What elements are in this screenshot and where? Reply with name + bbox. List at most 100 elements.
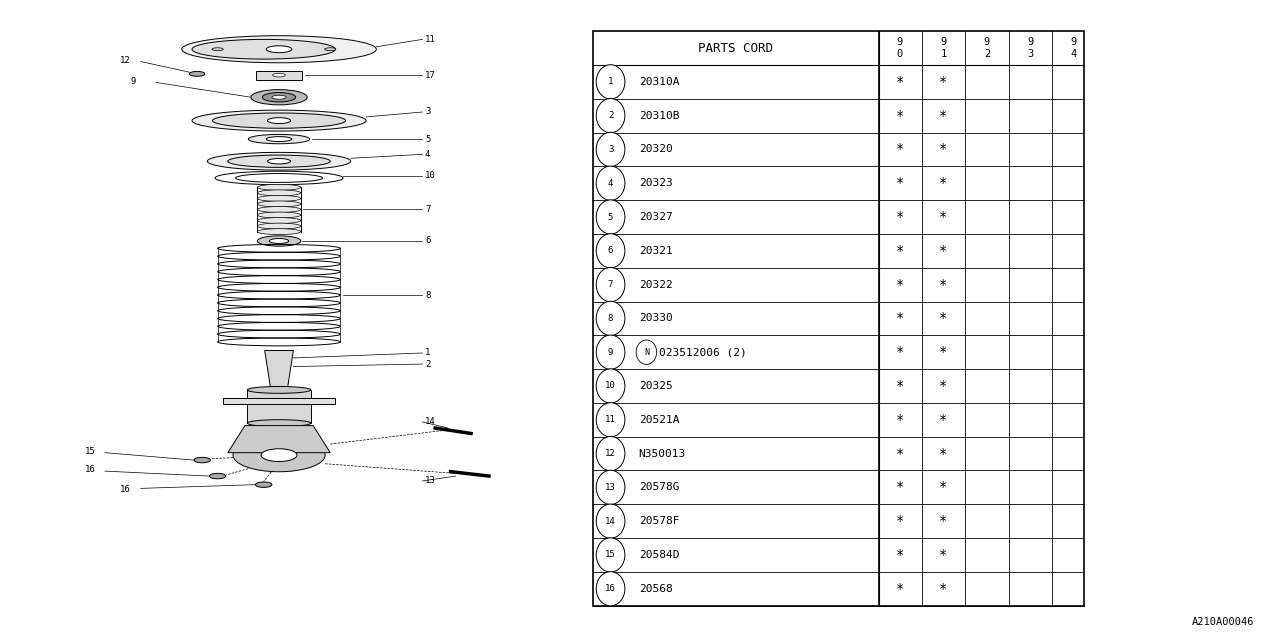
Circle shape bbox=[596, 436, 625, 470]
Text: 4: 4 bbox=[425, 150, 430, 159]
Ellipse shape bbox=[248, 134, 310, 144]
Ellipse shape bbox=[257, 228, 301, 235]
Text: 1: 1 bbox=[425, 349, 430, 358]
Ellipse shape bbox=[212, 48, 223, 51]
Ellipse shape bbox=[247, 420, 311, 427]
Circle shape bbox=[596, 369, 625, 403]
Text: *: * bbox=[896, 447, 904, 461]
Circle shape bbox=[596, 403, 625, 437]
Text: *: * bbox=[940, 109, 947, 123]
Text: *: * bbox=[896, 379, 904, 393]
Polygon shape bbox=[265, 351, 293, 390]
Ellipse shape bbox=[262, 93, 296, 102]
Text: 20321: 20321 bbox=[639, 246, 672, 256]
Text: 20330: 20330 bbox=[639, 314, 672, 323]
Ellipse shape bbox=[273, 73, 285, 77]
Text: 13: 13 bbox=[605, 483, 616, 492]
Text: *: * bbox=[940, 481, 947, 494]
Ellipse shape bbox=[257, 195, 301, 202]
Text: 20320: 20320 bbox=[639, 145, 672, 154]
Text: 15: 15 bbox=[605, 550, 616, 559]
Text: 9: 9 bbox=[131, 77, 136, 86]
Circle shape bbox=[596, 335, 625, 369]
Ellipse shape bbox=[257, 190, 301, 196]
Circle shape bbox=[596, 268, 625, 301]
Circle shape bbox=[596, 470, 625, 504]
Circle shape bbox=[596, 538, 625, 572]
Text: 2: 2 bbox=[608, 111, 613, 120]
Text: *: * bbox=[896, 548, 904, 562]
Text: *: * bbox=[940, 413, 947, 427]
Text: 20578G: 20578G bbox=[639, 483, 680, 492]
Ellipse shape bbox=[228, 155, 330, 168]
Ellipse shape bbox=[266, 136, 292, 141]
Ellipse shape bbox=[210, 474, 225, 479]
Circle shape bbox=[596, 572, 625, 606]
Text: *: * bbox=[896, 176, 904, 190]
Ellipse shape bbox=[192, 110, 366, 131]
Text: 20578F: 20578F bbox=[639, 516, 680, 526]
Text: *: * bbox=[896, 75, 904, 89]
Ellipse shape bbox=[261, 449, 297, 461]
Text: 9
2: 9 2 bbox=[984, 37, 989, 59]
Text: 023512006 (2): 023512006 (2) bbox=[659, 347, 748, 357]
Text: *: * bbox=[896, 345, 904, 359]
Text: 10: 10 bbox=[605, 381, 616, 390]
Text: 2: 2 bbox=[425, 360, 430, 369]
Text: 9
0: 9 0 bbox=[897, 37, 902, 59]
Text: 11: 11 bbox=[425, 35, 435, 44]
Text: *: * bbox=[940, 244, 947, 258]
Text: *: * bbox=[940, 278, 947, 292]
Text: 16: 16 bbox=[605, 584, 616, 593]
Circle shape bbox=[596, 504, 625, 538]
Text: 6: 6 bbox=[425, 237, 430, 246]
Text: *: * bbox=[896, 109, 904, 123]
Ellipse shape bbox=[256, 482, 271, 488]
Ellipse shape bbox=[268, 118, 291, 124]
Ellipse shape bbox=[182, 36, 376, 63]
Text: 12: 12 bbox=[605, 449, 616, 458]
Text: 20323: 20323 bbox=[639, 178, 672, 188]
Text: 20568: 20568 bbox=[639, 584, 672, 594]
Ellipse shape bbox=[233, 438, 325, 472]
Text: *: * bbox=[896, 312, 904, 325]
Text: *: * bbox=[896, 210, 904, 224]
Text: *: * bbox=[940, 176, 947, 190]
Circle shape bbox=[596, 234, 625, 268]
Circle shape bbox=[636, 340, 657, 364]
Text: 20521A: 20521A bbox=[639, 415, 680, 425]
Ellipse shape bbox=[268, 159, 291, 164]
Text: 20310B: 20310B bbox=[639, 111, 680, 120]
Ellipse shape bbox=[257, 212, 301, 218]
Ellipse shape bbox=[269, 239, 289, 243]
Ellipse shape bbox=[247, 387, 311, 394]
Ellipse shape bbox=[257, 201, 301, 207]
Ellipse shape bbox=[325, 48, 335, 51]
Text: 9: 9 bbox=[608, 348, 613, 356]
Text: N350013: N350013 bbox=[639, 449, 686, 459]
Text: *: * bbox=[940, 312, 947, 325]
Text: 16: 16 bbox=[84, 465, 95, 474]
Ellipse shape bbox=[266, 46, 292, 52]
Ellipse shape bbox=[257, 207, 301, 212]
Ellipse shape bbox=[212, 113, 346, 128]
Text: 20325: 20325 bbox=[639, 381, 672, 391]
Ellipse shape bbox=[251, 90, 307, 105]
Text: 9
1: 9 1 bbox=[941, 37, 946, 59]
Text: 20322: 20322 bbox=[639, 280, 672, 290]
Circle shape bbox=[596, 200, 625, 234]
Text: *: * bbox=[940, 345, 947, 359]
Text: N: N bbox=[644, 348, 649, 356]
Ellipse shape bbox=[207, 152, 351, 170]
Circle shape bbox=[596, 99, 625, 132]
Text: 3: 3 bbox=[608, 145, 613, 154]
Text: 15: 15 bbox=[84, 447, 95, 456]
Text: *: * bbox=[940, 379, 947, 393]
Text: 9
3: 9 3 bbox=[1028, 37, 1033, 59]
Text: 14: 14 bbox=[425, 417, 435, 426]
Text: 20327: 20327 bbox=[639, 212, 672, 222]
Text: *: * bbox=[940, 143, 947, 156]
Text: 16: 16 bbox=[120, 485, 131, 494]
Text: 10: 10 bbox=[425, 171, 435, 180]
Text: 3: 3 bbox=[425, 108, 430, 116]
